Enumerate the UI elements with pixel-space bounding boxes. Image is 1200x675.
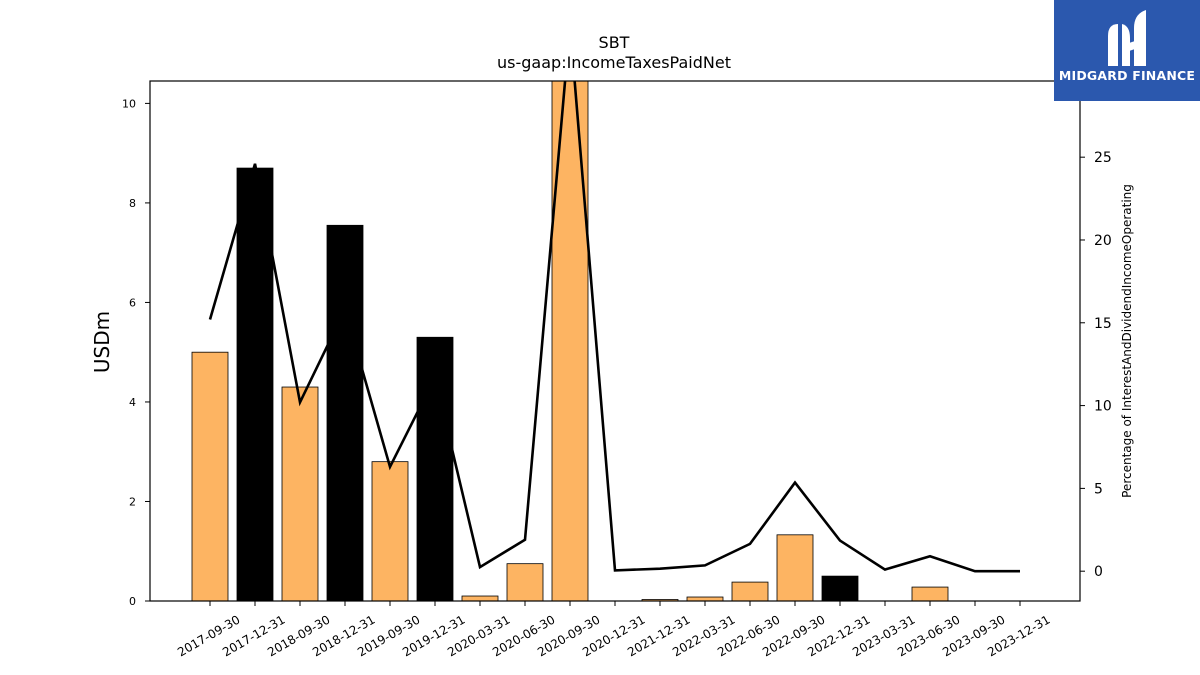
right-tick-label: 15 — [1094, 316, 1112, 332]
bar-series — [191, 81, 949, 601]
left-tick-label: 0 — [129, 595, 136, 608]
bar-2022-09-30 — [776, 534, 814, 601]
right-axis-ticks: 0 5 10 15 20 25 — [1080, 150, 1112, 580]
left-tick-label: 8 — [129, 197, 136, 210]
right-tick-label: 0 — [1094, 564, 1103, 580]
chart-subtitle: us-gaap:IncomeTaxesPaidNet — [497, 53, 731, 72]
bar-2022-06-30 — [731, 581, 769, 601]
x-axis-ticks: 2017-09-302017-12-312018-09-302018-12-31… — [175, 601, 1053, 659]
bar-2022-03-31 — [686, 596, 724, 601]
brand-logo-text: MIDGARD FINANCE — [1058, 68, 1196, 83]
y2-axis-label: Percentage of InterestAndDividendIncomeO… — [1120, 184, 1134, 498]
bar-2020-06-30 — [506, 563, 544, 601]
line-series — [208, 81, 1020, 573]
bar-2017-12-31 — [236, 167, 274, 601]
bar-2018-12-31 — [326, 224, 364, 601]
brand-logo: MIDGARD FINANCE — [1054, 0, 1200, 101]
left-axis-ticks: 0 2 4 6 8 10 — [122, 97, 150, 608]
bar-2020-03-31 — [461, 595, 499, 601]
right-tick-label: 25 — [1094, 150, 1112, 166]
right-tick-label: 5 — [1094, 481, 1103, 497]
left-tick-label: 4 — [129, 396, 136, 409]
bar-2021-12-31 — [641, 599, 679, 601]
bar-2023-06-30 — [911, 586, 949, 601]
midgard-logo-icon — [1108, 10, 1146, 66]
bar-2017-09-30 — [191, 351, 229, 601]
bar-2022-12-31 — [821, 575, 859, 601]
left-tick-label: 10 — [122, 97, 136, 110]
right-tick-label: 10 — [1094, 399, 1112, 415]
line-percentage — [208, 81, 1020, 573]
bar-2019-09-30 — [371, 461, 409, 601]
left-tick-label: 2 — [129, 495, 136, 508]
y-axis-label: USDm — [90, 311, 114, 373]
left-tick-label: 6 — [129, 296, 136, 309]
chart-title: SBT — [599, 33, 630, 52]
right-tick-label: 20 — [1094, 233, 1112, 249]
bar-2020-09-30 — [551, 81, 589, 601]
bar-2018-09-30 — [281, 386, 319, 601]
